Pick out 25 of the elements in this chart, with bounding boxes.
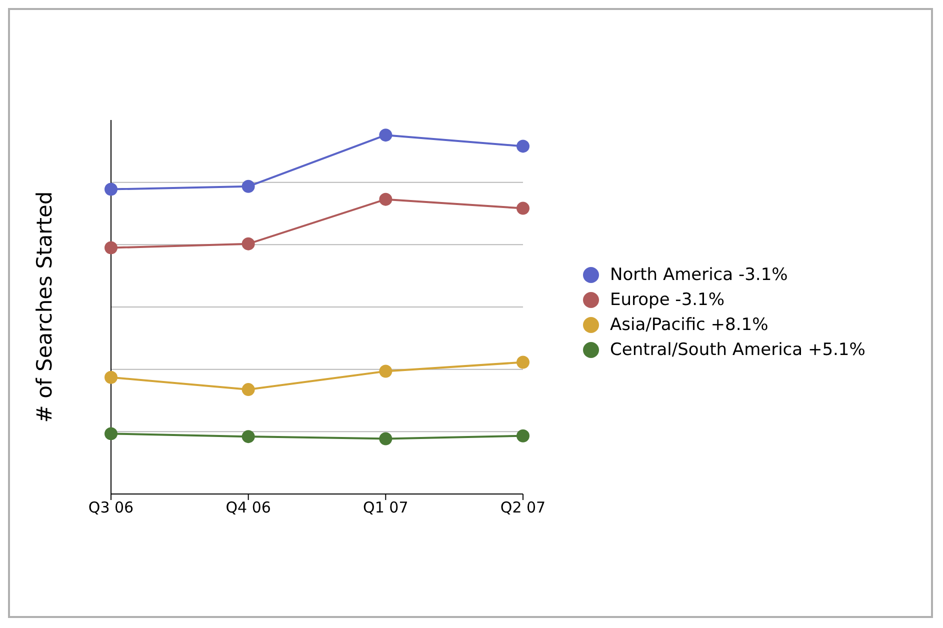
legend-label: Central/South America +5.1% — [610, 340, 866, 360]
point — [516, 356, 530, 369]
x-tick-label: Q4 06 — [226, 498, 271, 517]
point — [379, 432, 392, 446]
point — [379, 128, 392, 142]
point — [242, 383, 255, 396]
point — [104, 241, 118, 254]
point — [516, 429, 530, 442]
legend-label: Asia/Pacific +8.1% — [610, 314, 768, 334]
point — [516, 202, 530, 215]
legend-label: North America -3.1% — [610, 264, 788, 284]
x-tick-label: Q1 07 — [363, 498, 408, 517]
y-axis-title: # of Searches Started — [32, 191, 56, 423]
point — [104, 182, 118, 196]
point — [516, 140, 530, 153]
legend-label: Europe -3.1% — [610, 290, 725, 310]
point — [242, 237, 255, 250]
point — [104, 370, 118, 384]
point — [379, 192, 392, 206]
x-tick-label: Q3 06 — [88, 498, 134, 517]
point — [242, 180, 255, 193]
point — [104, 427, 118, 440]
point — [242, 430, 255, 444]
x-tick-label: Q2 07 — [500, 498, 546, 517]
point — [379, 364, 392, 378]
